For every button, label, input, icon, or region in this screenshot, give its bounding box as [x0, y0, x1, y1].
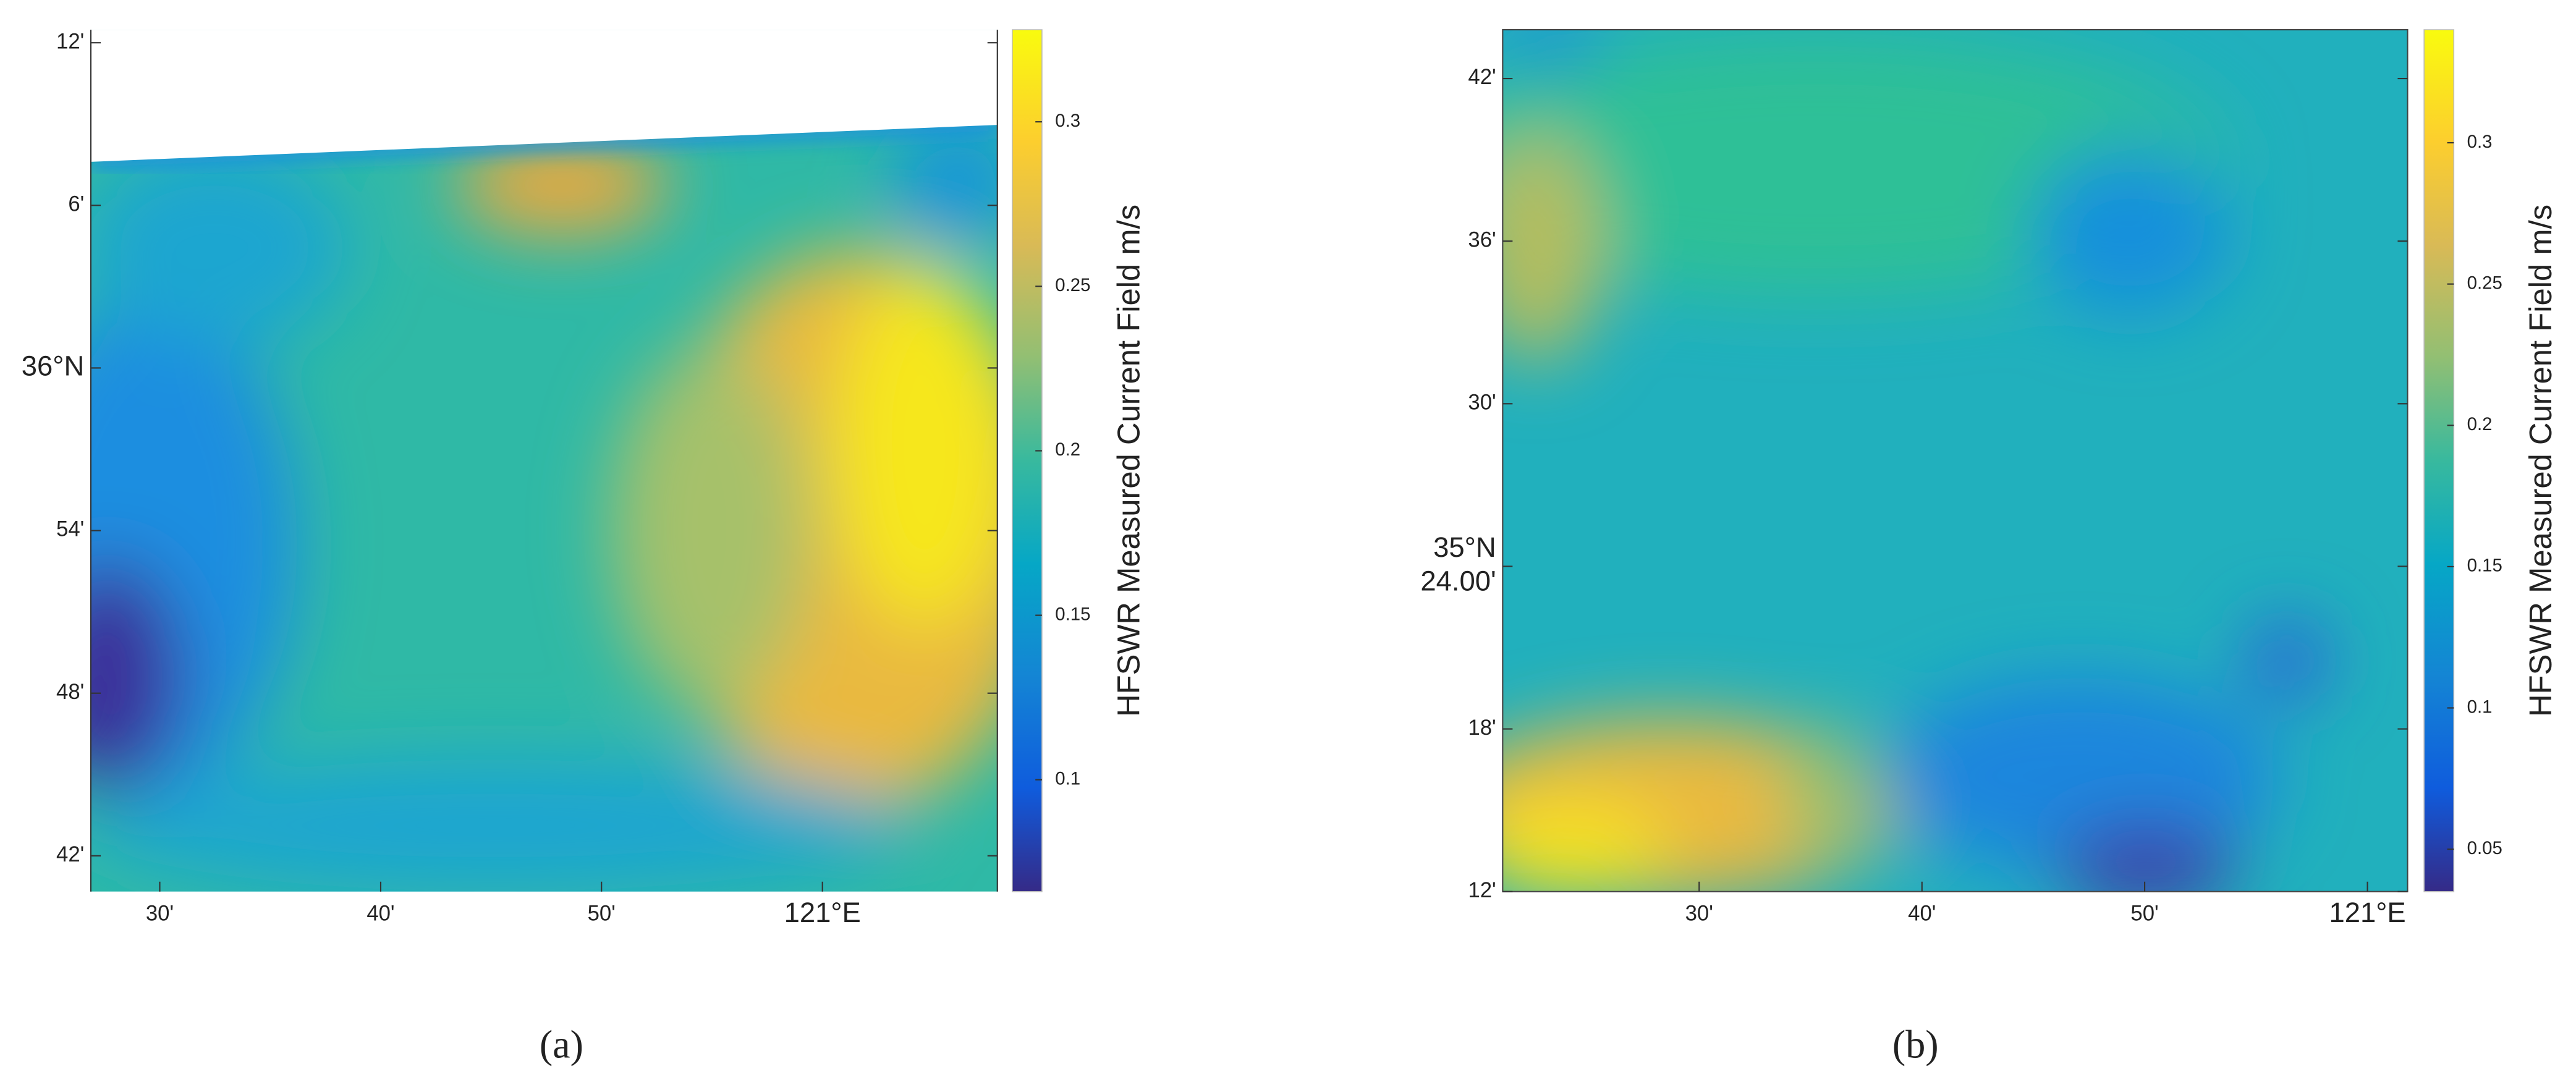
label-line: 35°N — [1433, 531, 1496, 563]
field-shading — [90, 116, 998, 892]
panel-label: (a) — [540, 1022, 583, 1066]
x-tick-label: 121°E — [784, 897, 861, 928]
y-tick-label: 48' — [56, 680, 84, 704]
field-a — [90, 30, 998, 892]
y-tick-label: 36°N — [22, 350, 84, 381]
field-blob — [2245, 619, 2329, 702]
x-tick-label: 50' — [2130, 902, 2158, 925]
field-blob — [90, 561, 182, 793]
axes-frame — [1502, 29, 2409, 892]
panel-label: (b) — [1892, 1022, 1939, 1066]
field-blob — [1882, 677, 2279, 876]
field-blob — [1502, 30, 1602, 66]
colorbar-tick-label: 0.15 — [1055, 604, 1090, 624]
y-tick-label: 35°N 24.00' — [1420, 531, 1496, 597]
colorbar — [2423, 29, 2455, 892]
field-blob — [891, 116, 998, 248]
field-blob — [2056, 825, 2238, 892]
field-blob — [611, 347, 810, 710]
y-tick-label: 12' — [56, 30, 84, 53]
y-tick-label: 12' — [1468, 879, 1496, 902]
y-tick-label: 6' — [68, 192, 84, 216]
label-line: 24.00' — [1420, 565, 1496, 597]
x-tick-label: 30' — [146, 902, 174, 925]
colorbar-tick-label: 0.2 — [1055, 439, 1080, 460]
field-blob — [90, 760, 909, 892]
colorbar-tick-label: 0.1 — [1055, 769, 1080, 789]
colorbar-tick-label: 0.3 — [1055, 111, 1080, 131]
field-blob — [1783, 726, 1883, 859]
colorbar-tick-label: 0.3 — [2467, 132, 2493, 152]
x-tick-label: 50' — [588, 902, 616, 925]
field-blob — [454, 135, 669, 235]
field-shading — [1502, 30, 2329, 892]
field-b — [1502, 30, 2408, 892]
colorbar-label: HFSWR Measured Current Field m/s — [2523, 205, 2558, 717]
x-tick-label: 30' — [1685, 902, 1713, 925]
field-blob — [2031, 148, 2229, 314]
colorbar-tick-label: 0.15 — [2467, 556, 2502, 576]
colorbar-tick-label: 0.05 — [2467, 838, 2502, 858]
colorbar-tick-label: 0.2 — [2467, 414, 2493, 434]
x-tick-label: 40' — [1908, 902, 1936, 925]
y-tick-label: 42' — [56, 843, 84, 866]
field-blob — [834, 264, 998, 628]
x-tick-label: 121°E — [2329, 897, 2405, 928]
colorbar — [1012, 29, 1043, 892]
colorbar-label: HFSWR Measured Current Field m/s — [1111, 205, 1146, 717]
y-tick-label: 42' — [1468, 66, 1496, 89]
y-tick-label: 18' — [1468, 716, 1496, 740]
y-tick-label: 36' — [1468, 228, 1496, 252]
x-tick-label: 40' — [366, 902, 394, 925]
colorbar-tick-label: 0.25 — [1055, 275, 1090, 295]
land-mask — [90, 30, 998, 162]
y-tick-label: 54' — [56, 518, 84, 541]
field-blob — [90, 148, 347, 347]
y-tick-label: 30' — [1468, 391, 1496, 414]
field-blob — [1502, 132, 1602, 363]
field-blob — [1502, 800, 1668, 892]
colorbar-tick-label: 0.1 — [2467, 696, 2493, 717]
colorbar-tick-label: 0.25 — [2467, 273, 2502, 293]
